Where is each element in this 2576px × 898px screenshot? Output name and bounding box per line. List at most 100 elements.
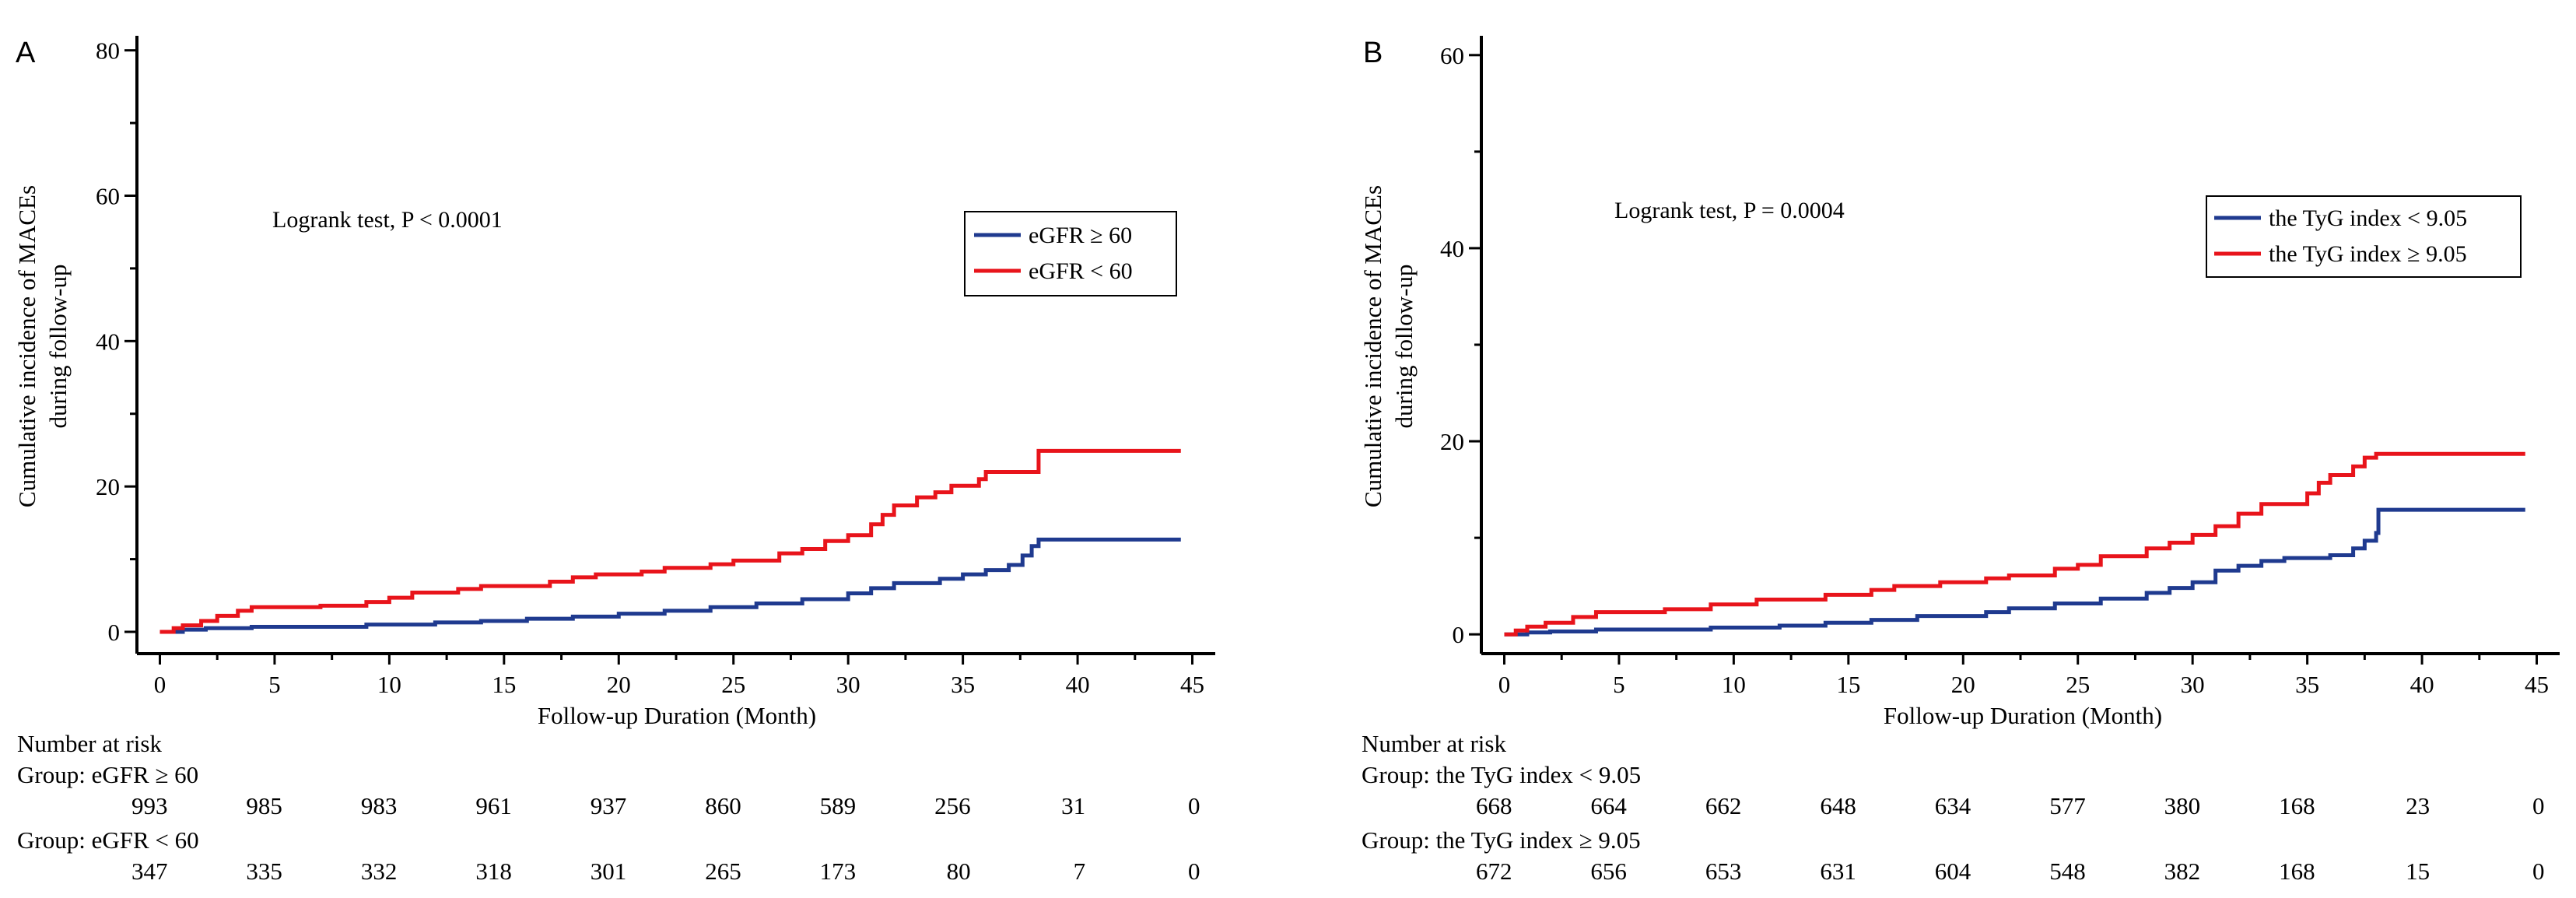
legend-box (964, 211, 1177, 296)
x-tick-label: 20 (607, 671, 631, 698)
risk-count: 664 (1590, 792, 1627, 819)
legend: eGFR ≥ 60 eGFR < 60 (964, 211, 1177, 296)
x-tick-label: 5 (268, 671, 281, 698)
x-tick-label: 10 (1722, 671, 1746, 698)
y-tick-label: 0 (1453, 621, 1465, 648)
x-tick-label: 0 (1498, 671, 1511, 698)
y-tick-label: 60 (96, 183, 120, 210)
risk-count: 961 (475, 792, 512, 819)
x-tick-label: 15 (1836, 671, 1860, 698)
x-tick-label: 35 (2295, 671, 2319, 698)
risk-count: 168 (2279, 858, 2315, 885)
risk-count: 668 (1476, 792, 1512, 819)
legend-box (2206, 195, 2522, 278)
x-tick-label: 45 (1180, 671, 1204, 698)
legend-label-tyg-low: the TyG index < 9.05 (2269, 205, 2467, 231)
risk-count: 256 (934, 792, 971, 819)
x-tick-label: 20 (1951, 671, 1975, 698)
y-tick-label: 40 (1440, 235, 1464, 262)
y-tick-label: 40 (96, 328, 120, 355)
risk-count: 548 (2049, 858, 2086, 885)
x-tick-label: 40 (1066, 671, 1090, 698)
logrank-annotation: Logrank test, P < 0.0001 (272, 207, 503, 233)
risk-count: 577 (2049, 792, 2086, 819)
risk-count: 347 (131, 858, 168, 885)
risk-group-2-label: Group: the TyG index ≥ 9.05 (1362, 826, 1641, 854)
legend-label-egfr-high: eGFR ≥ 60 (1029, 223, 1132, 248)
x-tick-label: 25 (2066, 671, 2090, 698)
x-tick-label: 40 (2410, 671, 2434, 698)
x-tick-label: 35 (951, 671, 975, 698)
km-curve-series-1 (159, 537, 1181, 634)
risk-count: 589 (820, 792, 857, 819)
y-tick-label: 20 (1440, 428, 1464, 455)
risk-count: 631 (1820, 858, 1856, 885)
risk-count: 0 (1188, 858, 1200, 885)
km-curve-series-2 (1504, 451, 2525, 637)
y-tick-label: 20 (96, 473, 120, 500)
risk-count: 31 (1061, 792, 1085, 819)
x-tick-label: 5 (1613, 671, 1625, 698)
risk-group-2-label: Group: eGFR < 60 (17, 826, 199, 854)
risk-count: 656 (1590, 858, 1627, 885)
y-axis-title-line1: Cumulative incidence of MACEs (1359, 185, 1386, 507)
risk-count: 335 (246, 858, 282, 885)
panel-label: B (1363, 37, 1383, 69)
risk-count: 0 (2532, 858, 2545, 885)
risk-count: 265 (705, 858, 741, 885)
panel-label: A (16, 37, 36, 69)
risk-count: 860 (705, 792, 741, 819)
x-tick-label: 0 (154, 671, 166, 698)
x-tick-label: 30 (2181, 671, 2205, 698)
risk-count: 993 (131, 792, 168, 819)
risk-count: 0 (2532, 792, 2545, 819)
risk-count: 672 (1476, 858, 1512, 885)
legend-label-egfr-low: eGFR < 60 (1029, 258, 1133, 284)
x-tick-label: 25 (721, 671, 745, 698)
legend: the TyG index < 9.05 the TyG index ≥ 9.0… (2206, 195, 2522, 278)
y-tick-label: 60 (1440, 42, 1464, 69)
risk-count: 937 (591, 792, 627, 819)
risk-count: 0 (1188, 792, 1200, 819)
risk-count: 604 (1935, 858, 1971, 885)
y-axis-title-line2: during follow-up (1390, 265, 1418, 429)
y-tick-label: 0 (108, 619, 121, 646)
risk-count: 23 (2406, 792, 2430, 819)
panel-b: B Logrank test, P = 0.0004 Follow-up Dur… (1359, 36, 2560, 885)
risk-count: 15 (2406, 858, 2430, 885)
km-curve-series-2 (159, 448, 1181, 634)
risk-group-1-label: Group: the TyG index < 9.05 (1362, 761, 1641, 788)
risk-count: 985 (246, 792, 282, 819)
x-axis-title: Follow-up Duration (Month) (1884, 702, 2162, 729)
y-axis-title-line1: Cumulative incidence of MACEs (13, 185, 40, 507)
risk-count: 648 (1820, 792, 1856, 819)
risk-count: 168 (2279, 792, 2315, 819)
x-tick-label: 45 (2525, 671, 2549, 698)
risk-count: 634 (1935, 792, 1971, 819)
legend-label-tyg-high: the TyG index ≥ 9.05 (2269, 241, 2467, 267)
y-tick-label: 80 (96, 37, 120, 65)
x-tick-label: 30 (836, 671, 860, 698)
x-tick-label: 10 (377, 671, 401, 698)
risk-count: 318 (475, 858, 512, 885)
x-tick-label: 15 (492, 671, 516, 698)
risk-count: 653 (1705, 858, 1742, 885)
risk-count: 80 (947, 858, 971, 885)
risk-count: 332 (361, 858, 398, 885)
risk-count: 173 (820, 858, 857, 885)
logrank-annotation: Logrank test, P = 0.0004 (1614, 198, 1845, 223)
km-curve-series-1 (1504, 507, 2525, 637)
risk-table-title: Number at risk (17, 730, 162, 757)
risk-count: 662 (1705, 792, 1742, 819)
risk-group-1-label: Group: eGFR ≥ 60 (17, 761, 198, 788)
x-axis-title: Follow-up Duration (Month) (538, 702, 816, 729)
y-axis-title-line2: during follow-up (44, 265, 72, 429)
risk-table-title: Number at risk (1362, 730, 1506, 757)
risk-count: 380 (2164, 792, 2201, 819)
panel-a: A Logrank test, P < 0.0001 Follow-up Dur… (13, 36, 1215, 885)
risk-count: 983 (361, 792, 398, 819)
risk-count: 382 (2164, 858, 2201, 885)
risk-count: 7 (1074, 858, 1086, 885)
risk-count: 301 (591, 858, 627, 885)
